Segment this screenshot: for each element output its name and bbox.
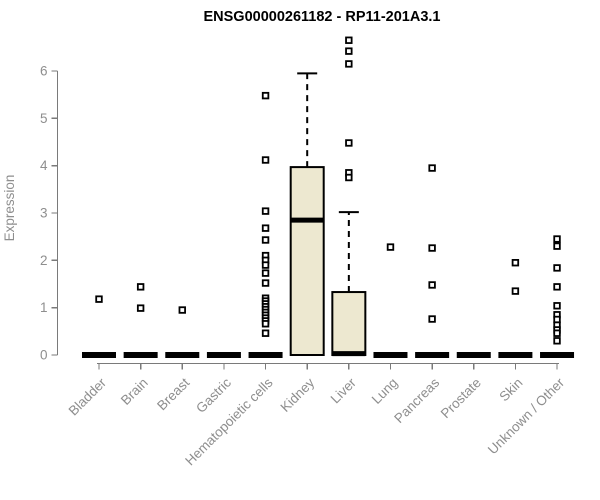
x-tick-label: Lung <box>369 375 401 407</box>
box-group-brain <box>123 283 158 358</box>
outlier-point <box>553 235 561 243</box>
box-group-breast <box>165 306 200 358</box>
outlier-point <box>261 207 270 215</box>
x-tick-label: Breast <box>154 375 192 413</box>
outlier-point <box>261 329 270 337</box>
y-tick-label: 6 <box>40 64 48 79</box>
box-rect <box>289 166 325 356</box>
outlier-point <box>261 320 270 328</box>
x-tick-label: Pancreas <box>391 375 442 426</box>
y-tick-label: 2 <box>40 253 48 268</box>
outlier-point <box>261 91 270 100</box>
outlier-point <box>428 315 436 323</box>
outlier-point <box>511 287 520 295</box>
outlier-point <box>511 259 520 267</box>
outlier-point <box>345 60 353 68</box>
outlier-point <box>553 329 561 337</box>
x-tick-label: Skin <box>496 375 525 404</box>
outlier-point <box>261 236 270 244</box>
x-tick-label: Brain <box>118 375 151 408</box>
outlier-point <box>553 264 561 272</box>
outlier-point <box>386 243 395 251</box>
outlier-point <box>553 337 561 345</box>
outlier-point <box>345 47 353 55</box>
outlier-point <box>261 269 270 277</box>
box-rect <box>331 291 367 356</box>
outlier-point <box>261 261 270 269</box>
box-group-hematopoietic-cells <box>248 91 283 358</box>
y-tick-label: 1 <box>40 300 48 315</box>
outlier-point <box>428 281 436 289</box>
x-tick-label: Unknown / Other <box>485 375 568 458</box>
x-tick-label: Prostate <box>438 375 484 421</box>
outlier-point <box>553 242 561 250</box>
outlier-point <box>136 283 145 291</box>
outlier-point <box>261 279 270 287</box>
box-group-kidney <box>289 72 325 356</box>
outlier-point <box>553 302 561 310</box>
y-tick-label: 5 <box>40 111 48 126</box>
x-tick-label: Liver <box>328 375 360 407</box>
outlier-point <box>136 304 145 312</box>
y-axis-label: Expression <box>2 175 17 242</box>
y-tick-label: 0 <box>40 348 48 363</box>
box-group-liver <box>331 36 367 357</box>
box-group-unknown-other <box>540 235 575 358</box>
x-tick-label: Kidney <box>278 375 318 415</box>
outlier-point <box>428 244 436 252</box>
outlier-point <box>428 164 436 172</box>
box-group-lung <box>373 243 408 358</box>
chart-title: ENSG00000261182 - RP11-201A3.1 <box>203 9 440 25</box>
x-tick-label: Gastric <box>193 375 234 416</box>
outlier-point <box>553 315 561 324</box>
outlier-point <box>553 283 561 291</box>
outlier-point <box>345 173 353 182</box>
box-group-pancreas <box>415 164 450 358</box>
outlier-point <box>261 224 270 232</box>
x-tick-label: Bladder <box>66 375 110 419</box>
outlier-point <box>345 139 353 147</box>
outlier-point <box>178 306 186 314</box>
box-group-bladder <box>82 295 116 358</box>
outlier-point <box>261 156 270 164</box>
outlier-point <box>345 36 353 44</box>
y-tick-label: 4 <box>40 158 48 173</box>
box-group-skin <box>498 259 533 358</box>
outlier-point <box>95 295 103 303</box>
y-tick-label: 3 <box>40 206 48 221</box>
